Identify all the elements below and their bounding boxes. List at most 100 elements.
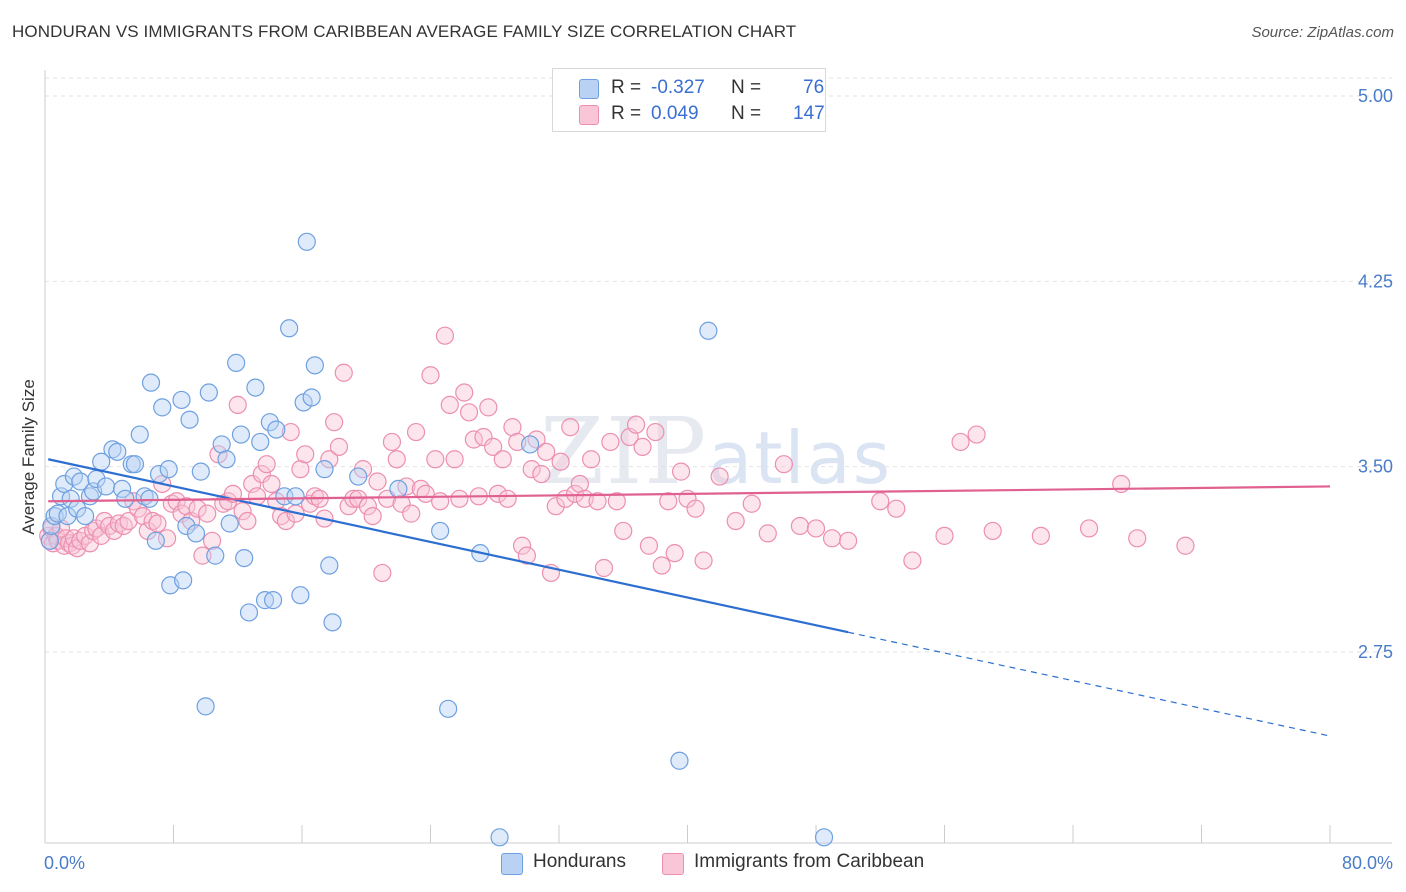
caribbean-point [228, 395, 247, 414]
honduran-point [140, 489, 159, 508]
caribbean-point [157, 529, 177, 548]
caribbean-point [935, 526, 954, 545]
caribbean-point [320, 450, 339, 469]
honduran-point [431, 521, 450, 541]
caribbean-point [148, 514, 167, 533]
legend-swatch-caribbean [579, 105, 599, 125]
caribbean-point [281, 422, 300, 442]
honduran-point [227, 353, 246, 372]
honduran-point [251, 432, 270, 452]
caribbean-point [1128, 529, 1147, 548]
honduran-point [305, 356, 324, 375]
caribbean-point [887, 499, 906, 518]
honduran-point [239, 603, 259, 622]
caribbean-point [774, 455, 793, 474]
caribbean-point [1079, 519, 1099, 538]
honduran-point [180, 410, 199, 429]
caribbean-point [479, 398, 498, 417]
caribbean-point [445, 450, 464, 469]
caribbean-point [594, 558, 614, 578]
legend-n-value: 147 [793, 103, 825, 124]
honduran-point [490, 828, 509, 847]
caribbean-point [537, 442, 556, 461]
bottom-legend-label-caribbean: Immigrants from Caribbean [694, 851, 925, 872]
caribbean-point [694, 551, 713, 570]
honduran-point [116, 489, 135, 508]
caribbean-point [440, 395, 459, 414]
series-hondurans-points [40, 232, 834, 847]
honduran-point [217, 450, 236, 469]
caribbean-point [474, 427, 493, 447]
caribbean-point [329, 437, 349, 456]
honduran-point [76, 506, 95, 526]
honduran-point [172, 390, 191, 410]
legend-n-label: N = [731, 77, 762, 98]
caribbean-point [368, 472, 387, 491]
caribbean-point [822, 529, 842, 548]
caribbean-point [296, 445, 315, 464]
source-label: Source: ZipAtlas.com [1251, 24, 1394, 41]
honduran-point [302, 388, 321, 407]
caribbean-point [582, 450, 601, 469]
honduran-point [263, 591, 283, 610]
bottom-legend-label-hondurans: Hondurans [533, 851, 626, 872]
honduran-point [291, 586, 310, 605]
caribbean-point [455, 383, 474, 402]
caribbean-point [334, 363, 353, 382]
bottom-legend-swatch-caribbean [662, 853, 684, 875]
caribbean-point [726, 511, 745, 531]
correlation-legend: R = -0.327 N = 76 R = 0.049 N = 147 [552, 68, 826, 132]
caribbean-point [406, 422, 426, 442]
y-tick-label: 2.75 [1358, 642, 1393, 662]
caribbean-point [839, 531, 858, 550]
legend-r-label: R = [611, 103, 642, 124]
caribbean-point [435, 326, 455, 345]
caribbean-point [262, 474, 281, 494]
honduran-point [61, 489, 80, 508]
honduran-point [267, 420, 286, 439]
caribbean-point [198, 504, 217, 523]
honduran-point [199, 383, 218, 402]
legend-n-value: 76 [803, 77, 825, 98]
caribbean-point [652, 556, 671, 575]
caribbean-point [193, 546, 212, 565]
honduran-point [108, 442, 127, 461]
honduran-point [349, 467, 368, 486]
honduran-point [323, 613, 342, 632]
caribbean-point [387, 450, 406, 469]
caribbean-point [426, 450, 445, 469]
honduran-point [40, 531, 59, 550]
caribbean-point [790, 516, 810, 536]
caribbean-point [806, 519, 826, 538]
caribbean-point [276, 511, 296, 531]
caribbean-point [758, 524, 777, 543]
y-tick-label: 5.00 [1358, 86, 1393, 106]
legend-r-value: 0.049 [651, 103, 699, 124]
caribbean-point [373, 563, 392, 583]
watermark: ZIPatlas [540, 398, 892, 505]
caribbean-point [402, 504, 421, 523]
honduran-point [231, 425, 251, 444]
honduran-point [520, 435, 540, 454]
caribbean-point [238, 511, 257, 531]
caribbean-point [1176, 536, 1195, 555]
honduran-point [206, 546, 225, 565]
honduran-point [186, 524, 206, 543]
caribbean-point [561, 418, 580, 437]
caribbean-point [431, 492, 450, 511]
caribbean-point [450, 489, 469, 508]
caribbean-point [512, 536, 532, 555]
honduran-point [389, 479, 408, 499]
watermark-zip: ZIP [540, 398, 709, 505]
honduran-point [246, 378, 265, 397]
honduran-point [112, 479, 132, 499]
caribbean-point [551, 452, 570, 471]
caribbean-point [416, 484, 435, 503]
caribbean-point [488, 484, 508, 503]
caribbean-point [143, 511, 162, 531]
honduran-point [177, 516, 196, 536]
x-tick-label: 0.0% [44, 853, 85, 873]
legend-n-label: N = [731, 103, 762, 124]
honduran-point [196, 697, 215, 716]
y-tick-label: 4.25 [1358, 271, 1393, 291]
